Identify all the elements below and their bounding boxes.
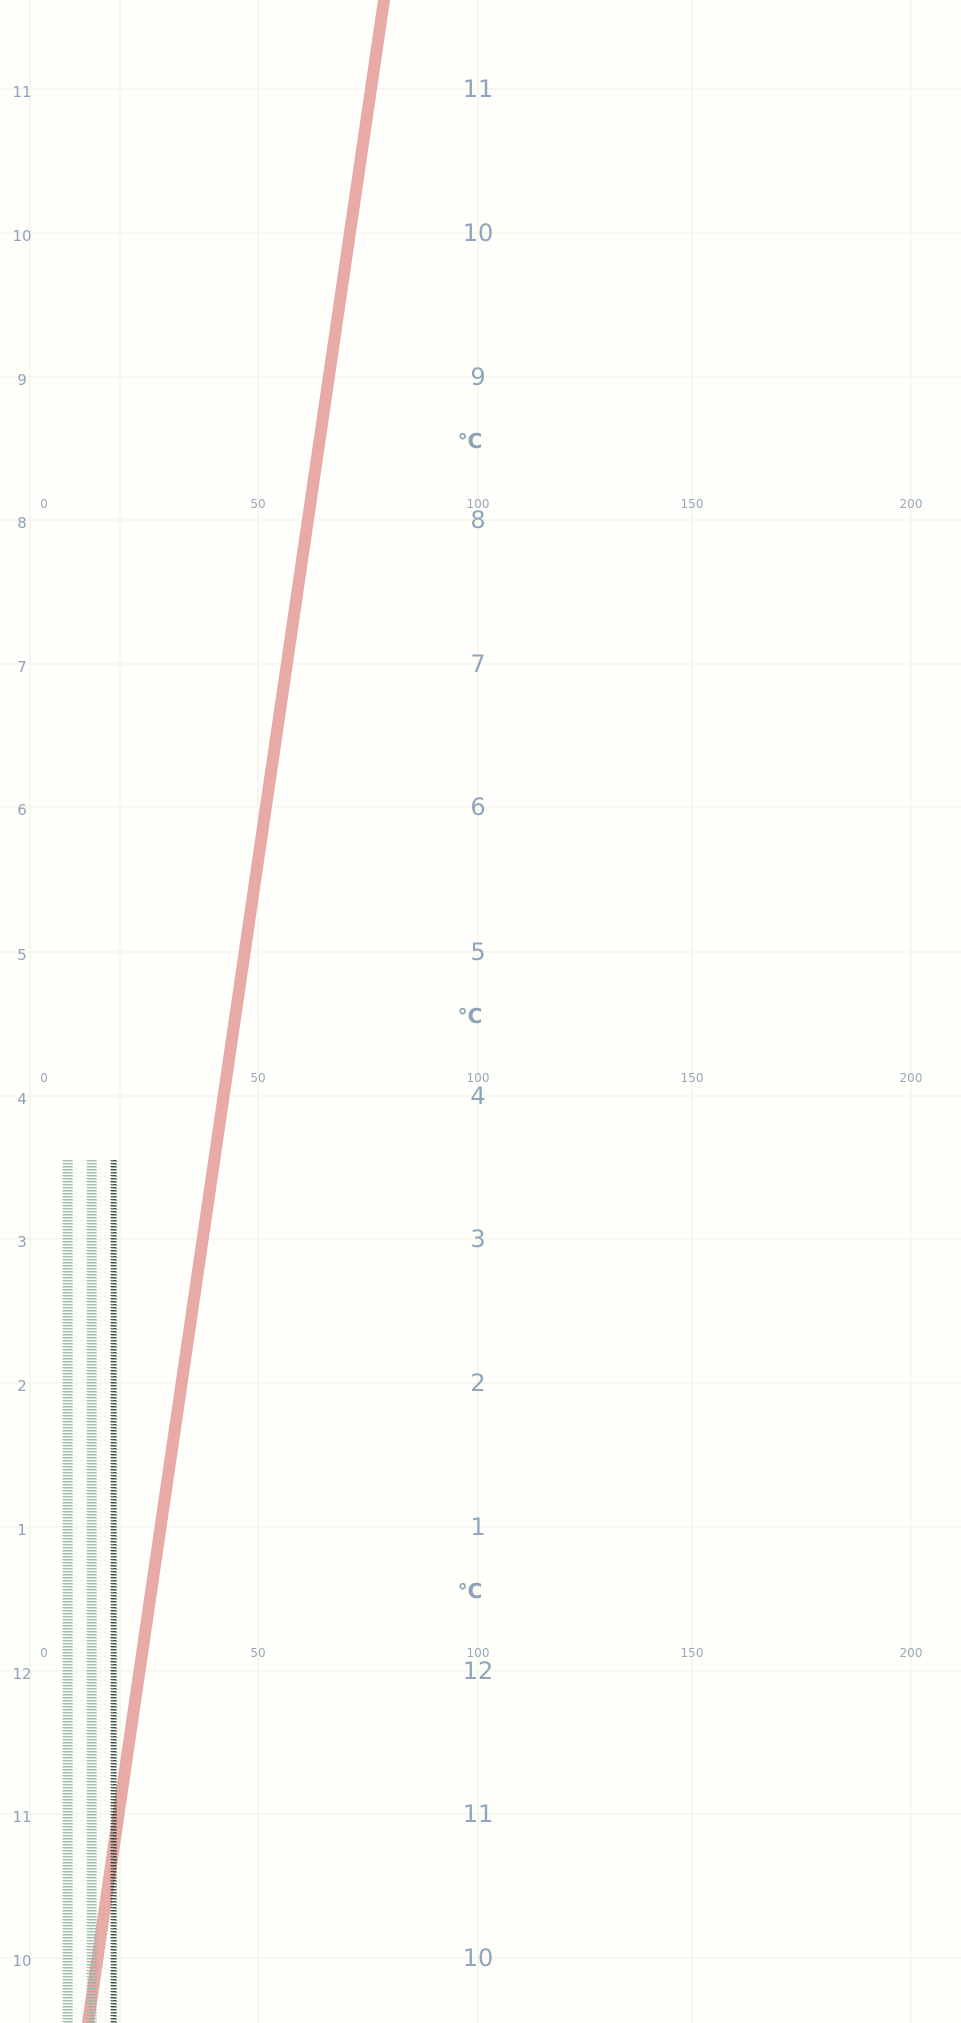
- y-tick-left-13: 10: [12, 1952, 31, 1970]
- series-band-3: [110, 1160, 117, 2023]
- unit-label-1: °C: [458, 1004, 483, 1028]
- x-tick-2-2: 100: [467, 1646, 490, 1660]
- y-tick-left-9: 2: [17, 1377, 27, 1395]
- x-tick-1-0: 0: [40, 1071, 48, 1085]
- x-tick-1-2: 100: [467, 1071, 490, 1085]
- y-tick-left-6: 5: [17, 946, 27, 964]
- center-axis-ticks: 11 10 9 8 7 6 5 4 3 2 1 12 11 10: [463, 75, 494, 1972]
- unit-labels: °C °C °C: [458, 429, 483, 1603]
- y-tick-center-6: 5: [470, 938, 485, 966]
- y-tick-center-12: 11: [463, 1800, 494, 1828]
- series-band-1: [62, 1160, 73, 2023]
- y-tick-center-9: 2: [470, 1369, 485, 1397]
- y-tick-center-2: 9: [470, 363, 485, 391]
- series-line-0: [82, 0, 390, 2023]
- y-tick-left-0: 11: [12, 83, 31, 101]
- y-tick-center-13: 10: [463, 1944, 494, 1972]
- y-tick-center-3: 8: [470, 506, 485, 534]
- y-tick-left-7: 4: [17, 1090, 27, 1108]
- y-tick-center-7: 4: [470, 1082, 485, 1110]
- y-tick-center-8: 3: [470, 1225, 485, 1253]
- y-tick-center-1: 10: [463, 219, 494, 247]
- x-tick-0-1: 50: [250, 497, 265, 511]
- traces: [62, 0, 390, 2023]
- x-tick-2-3: 150: [681, 1646, 704, 1660]
- x-tick-0-3: 150: [681, 497, 704, 511]
- y-tick-left-4: 7: [17, 658, 27, 676]
- x-tick-2-1: 50: [250, 1646, 265, 1660]
- y-tick-left-1: 10: [12, 227, 31, 245]
- x-tick-2-4: 200: [900, 1646, 923, 1660]
- x-tick-1-1: 50: [250, 1071, 265, 1085]
- x-tick-1-3: 150: [681, 1071, 704, 1085]
- unit-label-2: °C: [458, 1579, 483, 1603]
- y-tick-center-11: 12: [463, 1657, 494, 1685]
- y-tick-center-10: 1: [470, 1513, 485, 1541]
- y-tick-center-5: 6: [470, 793, 485, 821]
- left-axis-ticks: 11 10 9 8 7 6 5 4 3 2 1 12 11 10: [12, 83, 31, 1970]
- y-tick-center-0: 11: [463, 75, 494, 103]
- x-tick-1-4: 200: [900, 1071, 923, 1085]
- x-tick-0-4: 200: [900, 497, 923, 511]
- y-tick-left-12: 11: [12, 1808, 31, 1826]
- x-axis-ticks: 0 50 100 150 200 0 50 100 150 200 0 50 100 150 200: [40, 497, 922, 1660]
- y-tick-left-3: 8: [17, 514, 27, 532]
- series-band-2: [86, 1160, 97, 2023]
- y-tick-left-2: 9: [17, 371, 27, 389]
- unit-label-0: °C: [458, 429, 483, 453]
- y-tick-left-5: 6: [17, 801, 27, 819]
- x-tick-0-0: 0: [40, 497, 48, 511]
- y-tick-left-11: 12: [12, 1665, 31, 1683]
- x-tick-2-0: 0: [40, 1646, 48, 1660]
- y-tick-left-10: 1: [17, 1521, 27, 1539]
- x-tick-0-2: 100: [467, 497, 490, 511]
- y-tick-center-4: 7: [470, 650, 485, 678]
- y-tick-left-8: 3: [17, 1233, 27, 1251]
